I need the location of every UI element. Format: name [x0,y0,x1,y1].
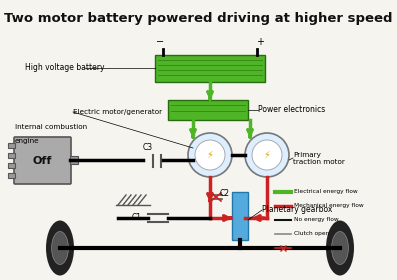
Text: engine: engine [15,138,40,144]
Circle shape [188,133,232,177]
Text: High voltage battery: High voltage battery [25,64,104,73]
Text: Clutch open: Clutch open [294,232,329,237]
Bar [8,143,15,148]
Bar [155,55,265,82]
Text: Mechanical energy flow: Mechanical energy flow [294,204,364,209]
Text: Primary
traction motor: Primary traction motor [293,152,345,165]
Text: C3: C3 [143,143,153,151]
Bar [70,156,78,164]
Circle shape [195,140,225,170]
Text: Electric motor/generator: Electric motor/generator [73,109,162,115]
Text: Power electronics: Power electronics [258,106,325,115]
Circle shape [245,133,289,177]
Ellipse shape [331,232,349,265]
Text: Electrical energy flow: Electrical energy flow [294,190,358,195]
Text: −: − [156,37,164,47]
Text: Two motor battery powered driving at higher speed: Two motor battery powered driving at hig… [4,12,393,25]
Text: Clutch closed: Clutch closed [294,246,333,251]
FancyBboxPatch shape [14,137,71,184]
Bar [8,173,15,178]
Text: C1: C1 [132,213,142,223]
Text: +: + [256,37,264,47]
Ellipse shape [52,232,68,265]
Bar [168,100,248,120]
Text: ⚡: ⚡ [264,150,270,160]
Bar [8,163,15,168]
Ellipse shape [46,221,74,276]
Bar [232,192,248,240]
Text: Planetary gearbox: Planetary gearbox [262,206,332,214]
Text: Off: Off [33,155,52,165]
Ellipse shape [326,221,354,276]
Text: ⚡: ⚡ [206,150,214,160]
Text: No energy flow: No energy flow [294,218,339,223]
Circle shape [252,140,282,170]
Bar [8,153,15,158]
Text: C2: C2 [220,188,230,197]
Text: Internal combustion: Internal combustion [15,124,87,130]
